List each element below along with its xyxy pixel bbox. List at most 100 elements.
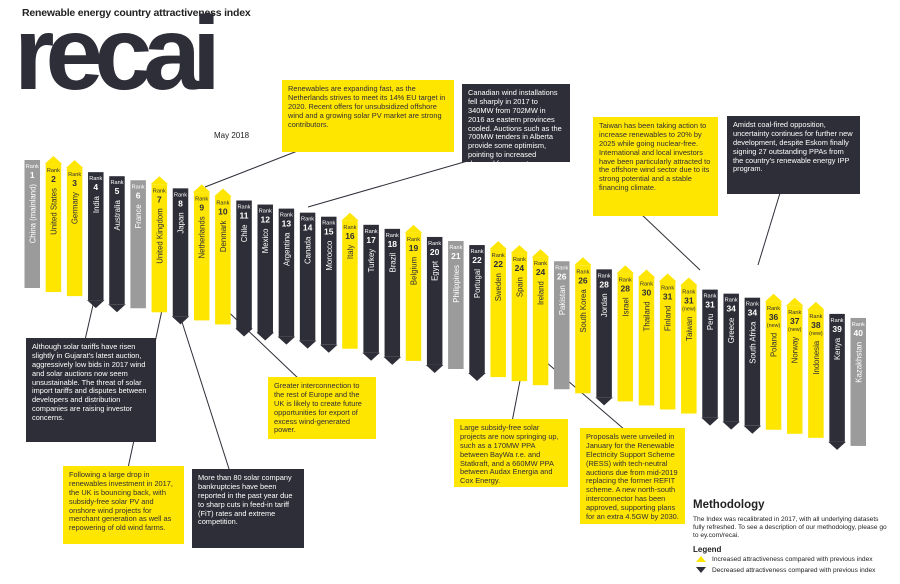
country-label: United Kingdom	[155, 208, 164, 263]
rank-value: 31	[684, 296, 694, 306]
country-label: Norway	[791, 337, 800, 364]
country-label: United States	[49, 188, 58, 235]
rank-label: Rank	[428, 241, 441, 247]
country-label: Japan	[177, 212, 186, 233]
rank-value: 38	[811, 320, 821, 330]
index-title: Renewable energy country attractiveness …	[22, 7, 251, 19]
country-label: Netherlands	[198, 216, 207, 258]
bar-body	[723, 293, 739, 422]
rank-label: Rank	[280, 213, 293, 219]
rank-label: Rank	[174, 192, 187, 198]
rank-value: 1	[30, 170, 35, 180]
up-arrow-icon	[574, 257, 592, 266]
down-arrow-icon	[468, 373, 486, 382]
rank-value: 2	[51, 174, 56, 184]
methodology-title: Methodology	[693, 499, 765, 511]
rank-value: 28	[621, 283, 631, 293]
up-arrow-icon	[616, 265, 635, 274]
rank-value: 16	[345, 231, 355, 241]
legend-increase-label: Increased attractiveness compared with p…	[712, 556, 873, 563]
down-arrow-icon	[701, 417, 719, 426]
callout-south-africa: Amidst coal-fired opposition, uncertaint…	[727, 116, 860, 194]
bar-body	[490, 249, 506, 378]
down-arrow-icon	[277, 336, 296, 345]
rank-value: 7	[157, 194, 162, 204]
up-arrow-icon	[680, 277, 698, 286]
leader-line	[217, 301, 301, 381]
country-label: Sweden	[494, 273, 503, 301]
rank-label: Rank	[301, 217, 314, 223]
bar-body	[257, 204, 273, 333]
country-label: Morocco	[325, 240, 334, 271]
up-arrow-icon	[404, 224, 423, 233]
up-arrow-icon	[807, 301, 825, 310]
bar-body	[850, 317, 867, 446]
bar-body	[554, 261, 570, 390]
rank-note: (new)	[767, 323, 781, 329]
rank-label: Rank	[576, 269, 589, 275]
rank-value: 22	[493, 259, 503, 269]
bar-body	[511, 253, 528, 382]
legend-title: Legend	[693, 545, 722, 554]
country-label: Germany	[71, 192, 80, 224]
country-label: Kenya	[833, 337, 842, 360]
rank-value: 15	[324, 227, 334, 237]
rank-label: Rank	[449, 245, 462, 251]
up-arrow-icon	[658, 273, 677, 282]
callout-leader-lines	[84, 149, 781, 473]
country-label: Peru	[706, 314, 715, 330]
up-arrow-icon	[531, 249, 550, 258]
leader-line	[181, 321, 231, 473]
callout-netherlands: Renewables are expanding fast, as the Ne…	[282, 80, 454, 152]
country-label: Ireland	[537, 281, 546, 305]
up-arrow-icon	[44, 156, 63, 165]
leader-line	[639, 212, 701, 271]
down-arrow-icon	[256, 332, 274, 341]
methodology-text: The Index was recalibrated in 2017, with…	[693, 516, 887, 540]
rank-label: Rank	[68, 172, 81, 178]
down-arrow-icon	[595, 397, 613, 406]
rank-value: 24	[515, 263, 525, 273]
up-arrow-icon	[510, 245, 529, 254]
rank-value: 18	[388, 239, 398, 249]
country-label: Philippines	[452, 265, 461, 303]
rank-label: Rank	[47, 168, 60, 174]
rank-label: Rank	[661, 286, 674, 292]
country-label: Denmark	[219, 220, 228, 252]
bar-body	[384, 228, 401, 357]
bar-body	[744, 297, 761, 426]
rank-value: 31	[663, 292, 673, 302]
bar-body	[363, 224, 379, 353]
leader-line	[307, 157, 479, 208]
rank-label: Rank	[110, 180, 123, 186]
country-label: South Africa	[748, 321, 757, 364]
callout-denmark: Greater interconnection to the rest of E…	[268, 377, 376, 439]
rank-label: Rank	[365, 229, 378, 235]
bar-body	[299, 212, 316, 341]
bar-body	[24, 160, 40, 288]
country-label: Mexico	[261, 228, 270, 253]
rank-value: 28	[599, 279, 609, 289]
rank-label: Rank	[343, 225, 356, 231]
bar-body	[342, 220, 358, 349]
country-label: Brazil	[388, 253, 397, 273]
rank-value: 11	[240, 211, 249, 221]
